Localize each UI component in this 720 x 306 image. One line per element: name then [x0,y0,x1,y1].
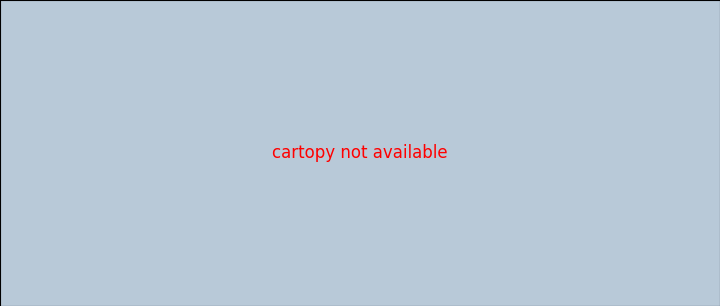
Text: cartopy not available: cartopy not available [272,144,448,162]
